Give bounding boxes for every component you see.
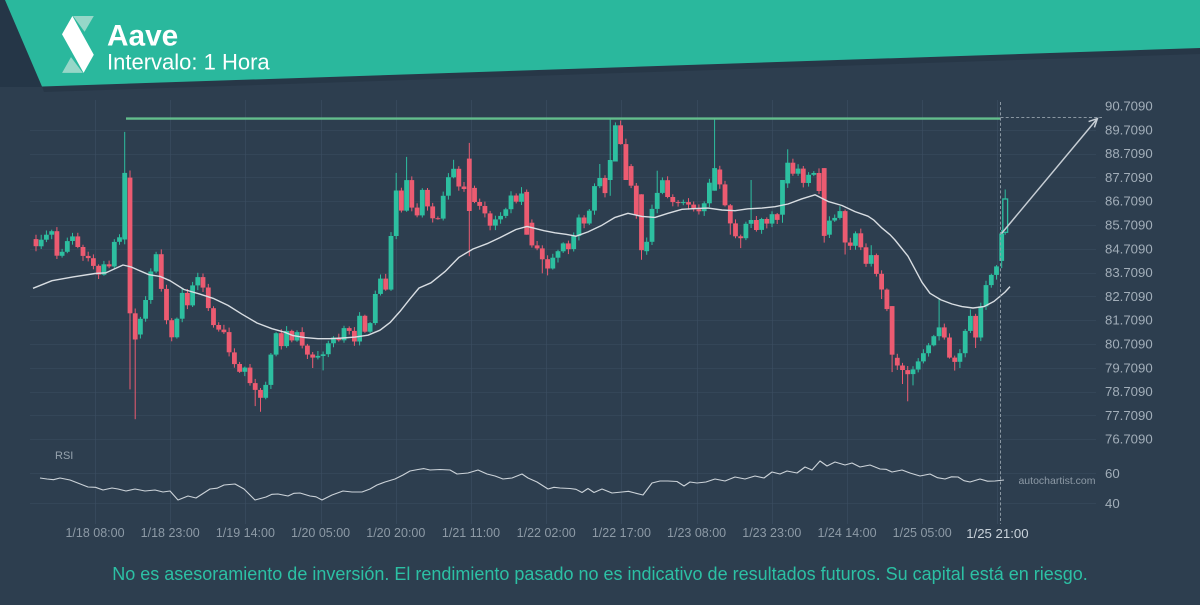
svg-text:1/25 05:00: 1/25 05:00 (893, 526, 952, 540)
svg-text:78.7090: 78.7090 (1105, 384, 1153, 399)
svg-text:84.7090: 84.7090 (1105, 241, 1153, 256)
svg-text:No es asesoramiento de inversi: No es asesoramiento de inversión. El ren… (112, 564, 1088, 584)
svg-text:87.7090: 87.7090 (1105, 170, 1153, 185)
svg-text:Aave: Aave (107, 20, 178, 53)
svg-text:1/21 11:00: 1/21 11:00 (442, 526, 500, 540)
svg-text:1/23 23:00: 1/23 23:00 (742, 526, 801, 540)
svg-text:1/20 05:00: 1/20 05:00 (291, 526, 350, 540)
svg-text:83.7090: 83.7090 (1105, 265, 1153, 280)
svg-text:89.7090: 89.7090 (1105, 122, 1153, 137)
svg-text:81.7090: 81.7090 (1105, 313, 1153, 328)
svg-text:1/23 08:00: 1/23 08:00 (667, 526, 726, 540)
svg-text:RSI: RSI (55, 450, 73, 462)
svg-text:Intervalo: 1 Hora: Intervalo: 1 Hora (107, 50, 270, 75)
svg-text:80.7090: 80.7090 (1105, 337, 1153, 352)
svg-text:88.7090: 88.7090 (1105, 146, 1153, 161)
svg-text:1/18 08:00: 1/18 08:00 (65, 526, 124, 540)
svg-text:autochartist.com: autochartist.com (1018, 475, 1095, 487)
svg-text:1/25 21:00: 1/25 21:00 (966, 526, 1028, 541)
svg-text:82.7090: 82.7090 (1105, 289, 1153, 304)
svg-text:40: 40 (1105, 496, 1120, 511)
svg-text:85.7090: 85.7090 (1105, 218, 1153, 233)
svg-text:76.7090: 76.7090 (1105, 432, 1153, 447)
svg-text:1/24 14:00: 1/24 14:00 (817, 526, 876, 540)
svg-text:86.7090: 86.7090 (1105, 194, 1153, 209)
svg-text:1/22 17:00: 1/22 17:00 (592, 526, 651, 540)
svg-text:1/19 14:00: 1/19 14:00 (216, 526, 275, 540)
svg-text:1/22 02:00: 1/22 02:00 (517, 526, 576, 540)
svg-text:79.7090: 79.7090 (1105, 360, 1153, 375)
svg-text:77.7090: 77.7090 (1105, 408, 1153, 423)
svg-text:1/18 23:00: 1/18 23:00 (141, 526, 200, 540)
svg-text:90.7090: 90.7090 (1105, 99, 1153, 114)
svg-text:60: 60 (1105, 466, 1120, 481)
svg-text:1/20 20:00: 1/20 20:00 (366, 526, 425, 540)
